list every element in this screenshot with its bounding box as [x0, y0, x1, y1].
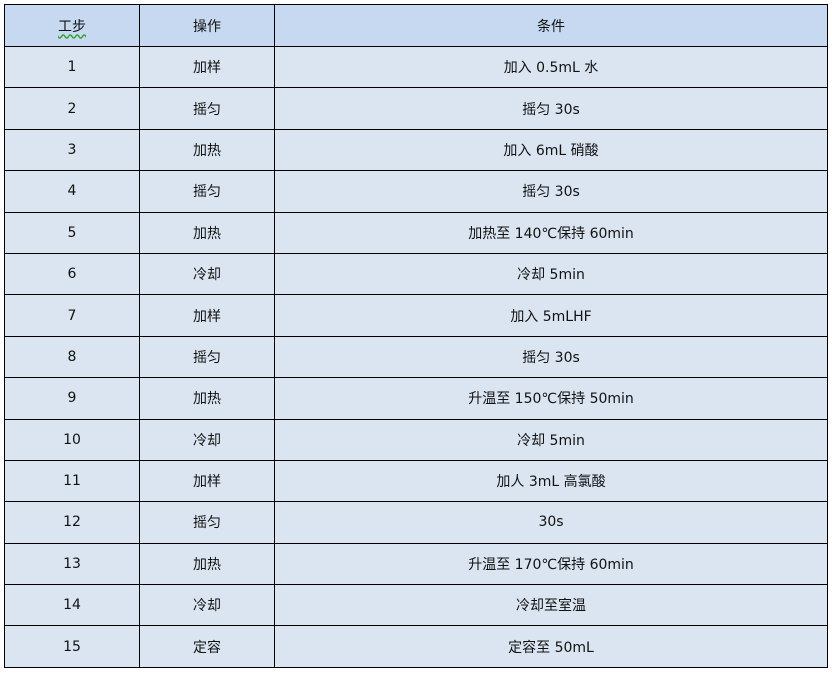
cell-condition: 定容至 50mL [274, 625, 828, 668]
cell-step: 13 [4, 542, 140, 586]
cell-condition: 冷却至室温 [274, 584, 828, 627]
cell-operation: 加热 [139, 211, 275, 254]
header-row: 工步 操作 条件 [4, 4, 828, 47]
cell-operation: 冷却 [139, 584, 275, 627]
cell-step: 9 [4, 377, 140, 420]
table-row: 12 摇匀 30s [4, 501, 828, 544]
cell-condition: 30s [274, 501, 828, 544]
table-row: 10 冷却 冷却 5min [4, 418, 828, 461]
cell-operation: 加样 [139, 294, 275, 337]
cell-step: 15 [4, 625, 140, 668]
cell-condition: 摇匀 30s [274, 170, 828, 213]
table-row: 13 加热 升温至 170℃保持 60min [4, 542, 828, 586]
cell-condition: 加入 6mL 硝酸 [274, 128, 828, 172]
cell-operation: 摇匀 [139, 335, 275, 379]
cell-step: 4 [4, 170, 140, 213]
cell-step: 7 [4, 294, 140, 337]
cell-step: 11 [4, 459, 140, 503]
cell-operation: 摇匀 [139, 501, 275, 544]
table-row: 4 摇匀 摇匀 30s [4, 170, 828, 213]
header-operation: 操作 [139, 4, 275, 47]
header-condition: 条件 [274, 4, 828, 47]
table-row: 9 加热 升温至 150℃保持 50min [4, 377, 828, 420]
cell-condition: 加人 3mL 高氯酸 [274, 459, 828, 503]
cell-operation: 冷却 [139, 418, 275, 461]
header-step: 工步 [4, 4, 140, 47]
cell-condition: 加入 5mLHF [274, 294, 828, 337]
procedure-table: 工步 操作 条件 1 加样 加入 0.5mL 水 2 摇匀 摇匀 30s 3 加热 加入 6mL… [4, 4, 828, 668]
cell-operation: 加热 [139, 377, 275, 420]
cell-step: 12 [4, 501, 140, 544]
cell-condition: 冷却 5min [274, 252, 828, 296]
cell-operation: 加样 [139, 45, 275, 89]
table-row: 2 摇匀 摇匀 30s [4, 87, 828, 130]
table-row: 1 加样 加入 0.5mL 水 [4, 45, 828, 89]
cell-condition: 摇匀 30s [274, 87, 828, 130]
cell-operation: 定容 [139, 625, 275, 668]
table-row: 7 加样 加入 5mLHF [4, 294, 828, 337]
cell-step: 1 [4, 45, 140, 89]
table-row: 15 定容 定容至 50mL [4, 625, 828, 668]
cell-operation: 摇匀 [139, 87, 275, 130]
cell-condition: 冷却 5min [274, 418, 828, 461]
table-row: 11 加样 加人 3mL 高氯酸 [4, 459, 828, 503]
cell-step: 2 [4, 87, 140, 130]
cell-step: 14 [4, 584, 140, 627]
cell-step: 6 [4, 252, 140, 296]
cell-step: 10 [4, 418, 140, 461]
table-row: 5 加热 加热至 140℃保持 60min [4, 211, 828, 254]
cell-step: 5 [4, 211, 140, 254]
table-row: 3 加热 加入 6mL 硝酸 [4, 128, 828, 172]
cell-condition: 升温至 150℃保持 50min [274, 377, 828, 420]
cell-operation: 冷却 [139, 252, 275, 296]
cell-step: 3 [4, 128, 140, 172]
cell-condition: 加热至 140℃保持 60min [274, 211, 828, 254]
header-step-label: 工步 [58, 18, 86, 35]
cell-condition: 摇匀 30s [274, 335, 828, 379]
cell-condition: 升温至 170℃保持 60min [274, 542, 828, 586]
cell-step: 8 [4, 335, 140, 379]
cell-operation: 加热 [139, 128, 275, 172]
table-row: 14 冷却 冷却至室温 [4, 584, 828, 627]
table-row: 6 冷却 冷却 5min [4, 252, 828, 296]
cell-operation: 加热 [139, 542, 275, 586]
cell-operation: 加样 [139, 459, 275, 503]
cell-condition: 加入 0.5mL 水 [274, 45, 828, 89]
table-row: 8 摇匀 摇匀 30s [4, 335, 828, 379]
cell-operation: 摇匀 [139, 170, 275, 213]
